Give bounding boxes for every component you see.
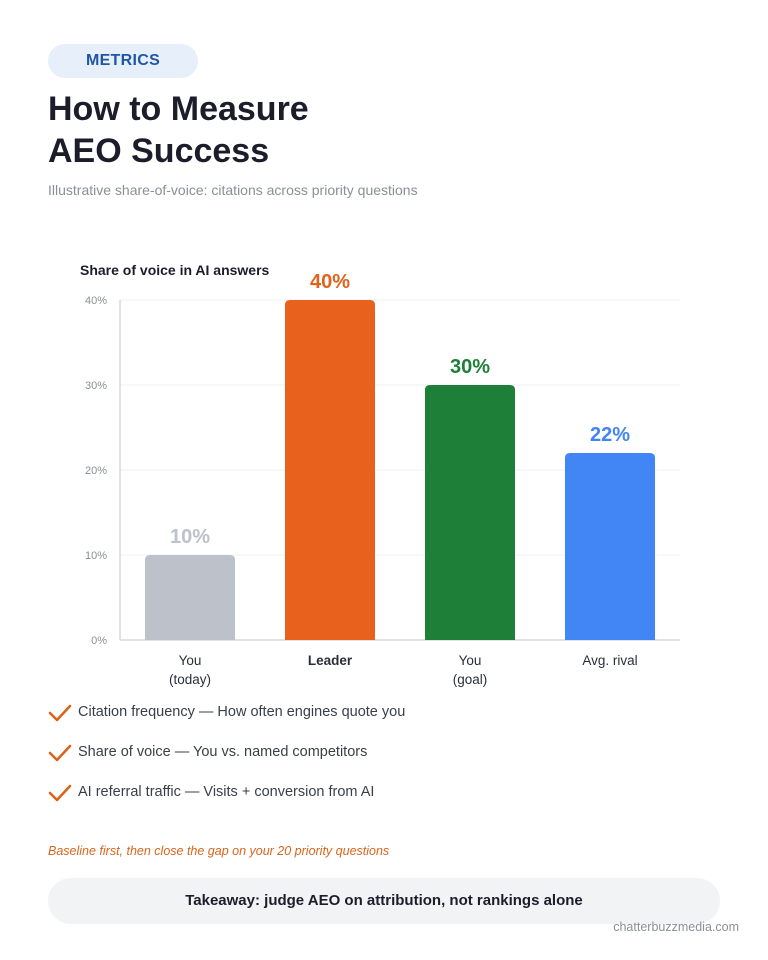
share-of-voice-chart: 0% 10% 20% 30% 40% 10% You (today) 40% Leader 30% Y… <box>85 271 680 687</box>
bar-value-label: 30% <box>450 356 490 378</box>
x-category-label: Leader <box>308 653 353 668</box>
takeaway-banner: Takeaway: judge AEO on attribution, not … <box>48 878 720 924</box>
category-badge: METRICS <box>48 44 198 78</box>
bar <box>425 385 515 640</box>
metric-item-citation-frequency: Citation frequency — How often engines q… <box>48 702 405 742</box>
bar-value-label: 40% <box>310 271 350 293</box>
metric-label: Share of voice — You vs. named competito… <box>78 744 368 760</box>
page-subtitle: Illustrative share-of-voice: citations a… <box>48 182 418 198</box>
bar <box>285 300 375 640</box>
metric-label: Citation frequency — How often engines q… <box>78 704 406 720</box>
y-tick-label: 30% <box>85 380 107 392</box>
metric-label: AI referral traffic — Visits + conversio… <box>78 784 375 800</box>
x-category-label: (today) <box>169 672 211 687</box>
metric-item-ai-referral-traffic: AI referral traffic — Visits + conversio… <box>48 782 405 822</box>
y-tick-label: 10% <box>85 550 107 562</box>
bar-value-label: 22% <box>590 424 630 446</box>
y-tick-label: 20% <box>85 465 107 477</box>
page-title-line-1: How to Measure <box>48 90 309 128</box>
page-title-line-2: AEO Success <box>48 132 270 170</box>
metrics-list: Citation frequency — How often engines q… <box>48 702 405 822</box>
check-icon <box>48 784 72 802</box>
x-category-label: You <box>179 653 202 668</box>
baseline-note: Baseline first, then close the gap on yo… <box>48 844 390 858</box>
page-title: How to Measure AEO Success <box>48 88 309 172</box>
bar-value-label: 10% <box>170 526 210 548</box>
metric-item-share-of-voice: Share of voice — You vs. named competito… <box>48 742 405 782</box>
site-credit: chatterbuzzmedia.com <box>613 920 739 934</box>
check-icon <box>48 744 72 762</box>
x-category-label: (goal) <box>453 672 488 687</box>
x-category-label: You <box>459 653 482 668</box>
chart-title: Share of voice in AI answers <box>80 262 270 278</box>
bar <box>145 555 235 640</box>
bar <box>565 453 655 640</box>
check-icon <box>48 704 72 722</box>
y-tick-label: 0% <box>91 635 107 647</box>
x-category-label: Avg. rival <box>582 653 637 668</box>
y-tick-label: 40% <box>85 295 107 307</box>
